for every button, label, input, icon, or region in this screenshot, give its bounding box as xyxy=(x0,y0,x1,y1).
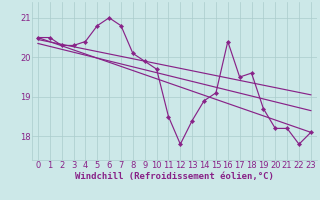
X-axis label: Windchill (Refroidissement éolien,°C): Windchill (Refroidissement éolien,°C) xyxy=(75,172,274,181)
